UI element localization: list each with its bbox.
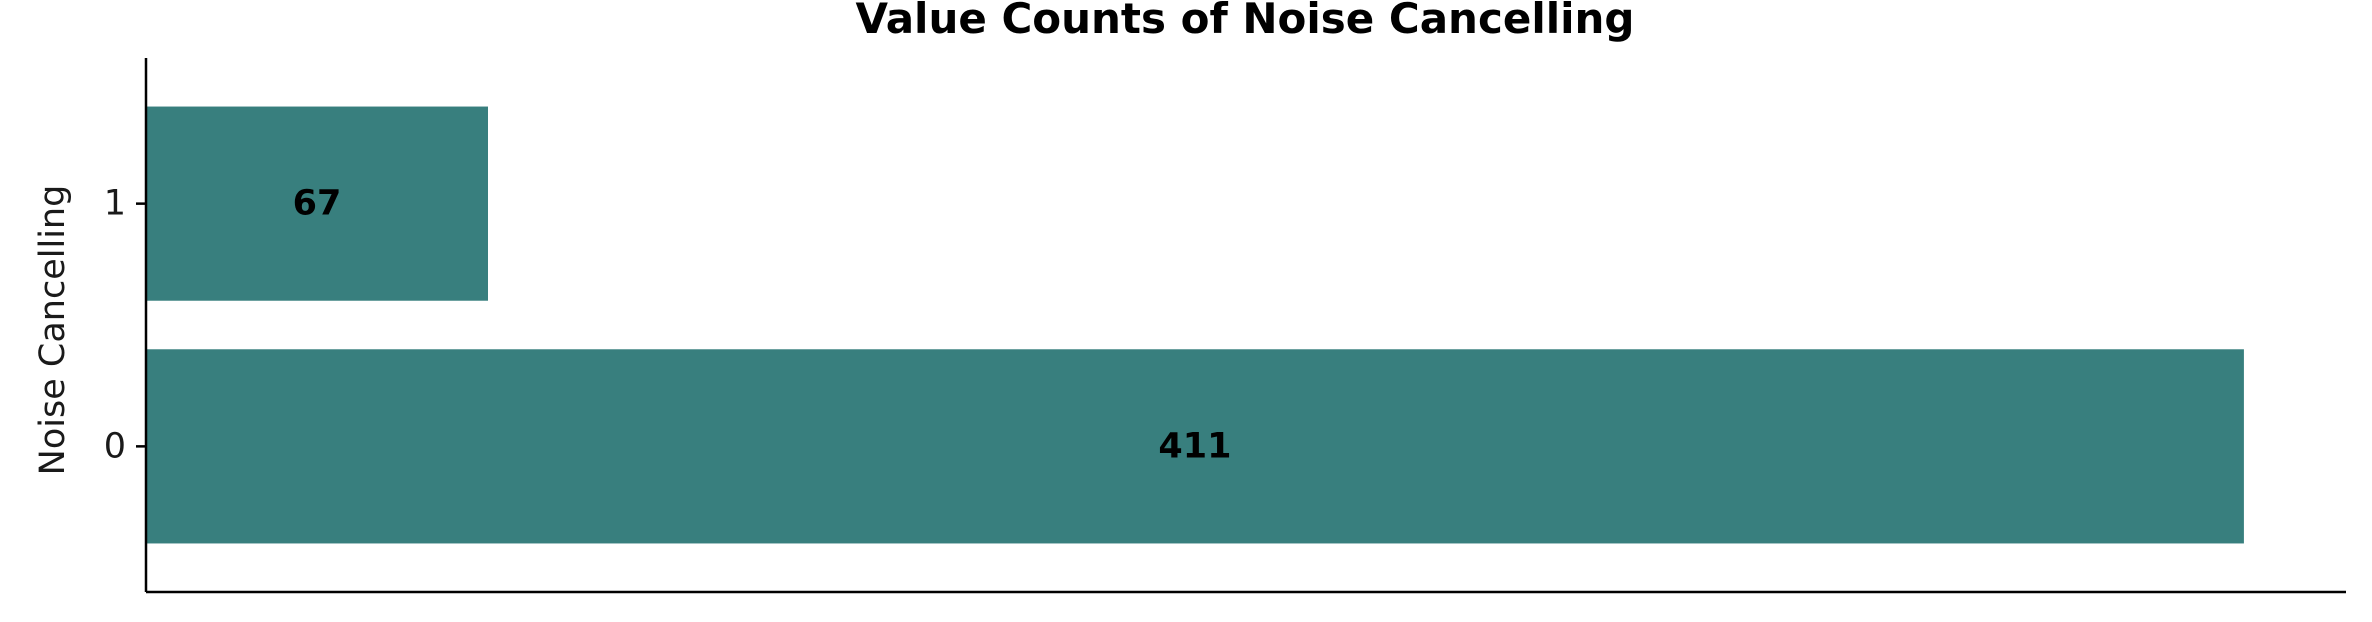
chart-title: Value Counts of Noise Cancelling: [856, 0, 1635, 43]
y-ticks-layer: 01: [104, 184, 146, 466]
bar-0: [146, 349, 2244, 544]
bar-value-label-0: 411: [1158, 426, 1231, 466]
bar-1: [146, 106, 488, 301]
bars-layer: 411 67: [146, 106, 2244, 544]
y-axis-label: Noise Cancelling: [33, 185, 73, 476]
y-tick-label-1: 1: [104, 184, 126, 224]
y-tick-label-0: 0: [104, 426, 126, 466]
bar-value-label-1: 67: [293, 184, 342, 224]
